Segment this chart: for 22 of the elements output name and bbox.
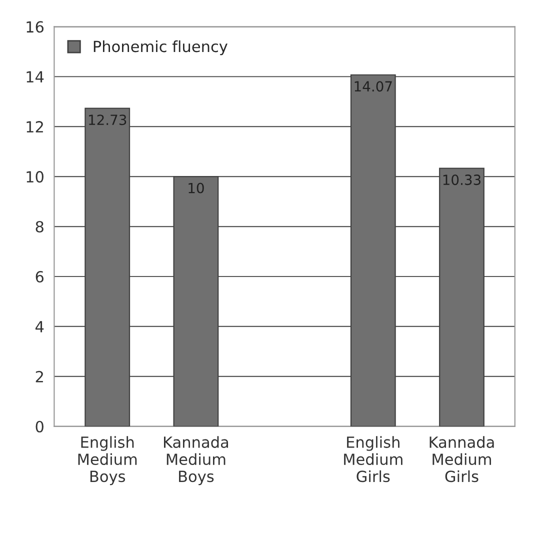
x-tick-label: English Medium Boys: [78, 436, 137, 486]
y-tick-label: 10: [26, 171, 44, 183]
y-tick-label: 4: [36, 321, 44, 332]
data-label: 12.73: [89, 114, 126, 126]
x-tick-label: Kannada Medium Boys: [164, 436, 228, 486]
bar: [84, 108, 130, 426]
y-tick-label: 8: [36, 220, 44, 233]
y-tick-label: 14: [26, 71, 44, 82]
x-tick-label: English Medium Girls: [344, 436, 402, 482]
y-tick-label: 16: [26, 21, 44, 33]
legend-label: Phonemic fluency: [94, 40, 228, 56]
y-tick-label: 0: [36, 420, 44, 432]
y-tick-label: 6: [36, 270, 44, 283]
data-label: 14.07: [354, 81, 392, 92]
x-tick-label: Kannada Medium Girls: [430, 436, 494, 482]
y-tick-label: 2: [36, 370, 43, 382]
y-tick-label: 12: [26, 121, 43, 132]
data-label: 10: [188, 182, 204, 194]
bar: [350, 74, 396, 426]
bar: [439, 168, 484, 426]
data-label: 10.33: [443, 174, 481, 186]
bar: [173, 176, 219, 426]
